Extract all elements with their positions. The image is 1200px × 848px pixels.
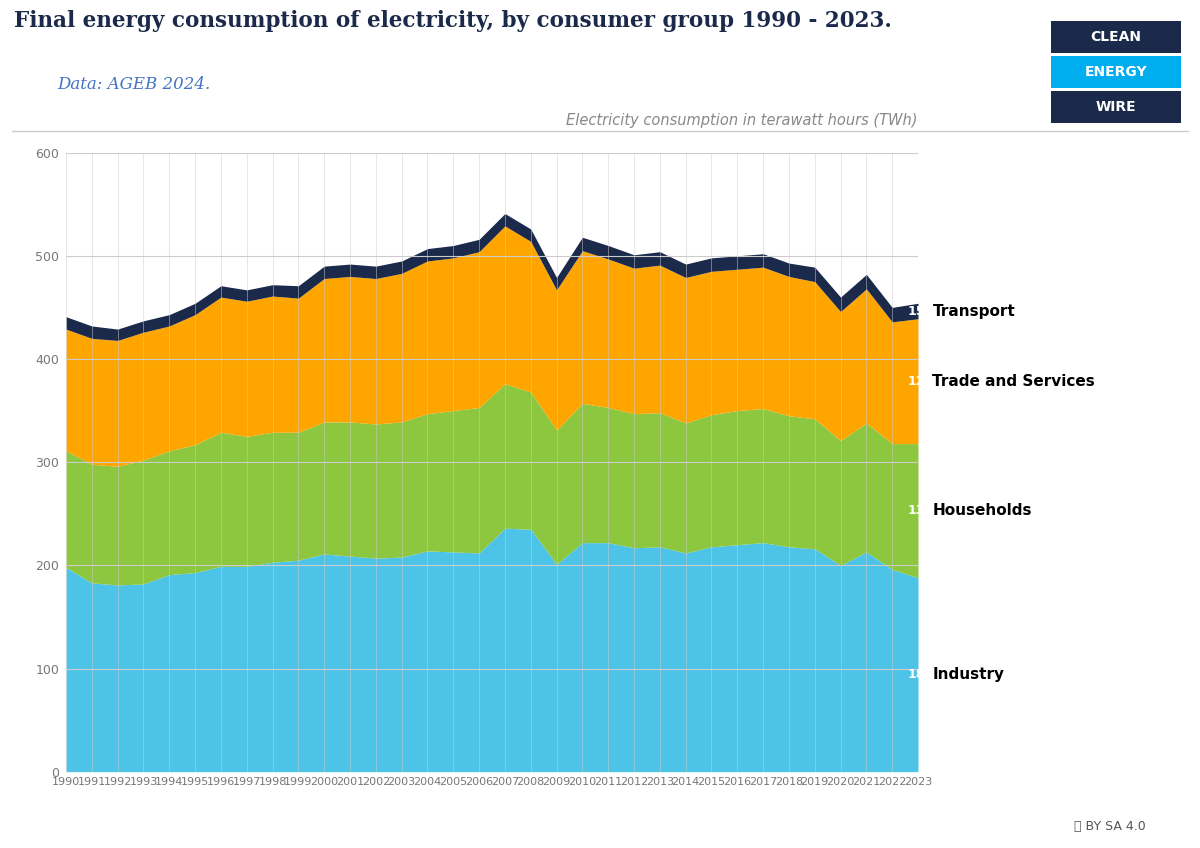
Text: CLEAN: CLEAN [1091,31,1141,44]
Text: Trade and Services: Trade and Services [932,374,1096,388]
Text: ⓒ BY SA 4.0: ⓒ BY SA 4.0 [1074,820,1146,833]
Text: 15: 15 [907,304,925,317]
Text: 121: 121 [907,375,934,388]
Text: Transport: Transport [932,304,1015,319]
Text: Data: AGEB 2024.: Data: AGEB 2024. [58,76,211,93]
Text: Industry: Industry [932,667,1004,682]
Text: Households: Households [932,503,1032,518]
Text: ENERGY: ENERGY [1085,65,1147,79]
Text: Electricity consumption in terawatt hours (TWh): Electricity consumption in terawatt hour… [566,113,918,128]
Text: Final energy consumption of electricity, by consumer group 1990 - 2023.: Final energy consumption of electricity,… [14,10,893,32]
Text: 188: 188 [907,668,934,681]
Text: WIRE: WIRE [1096,100,1136,114]
Text: 130: 130 [907,505,934,517]
